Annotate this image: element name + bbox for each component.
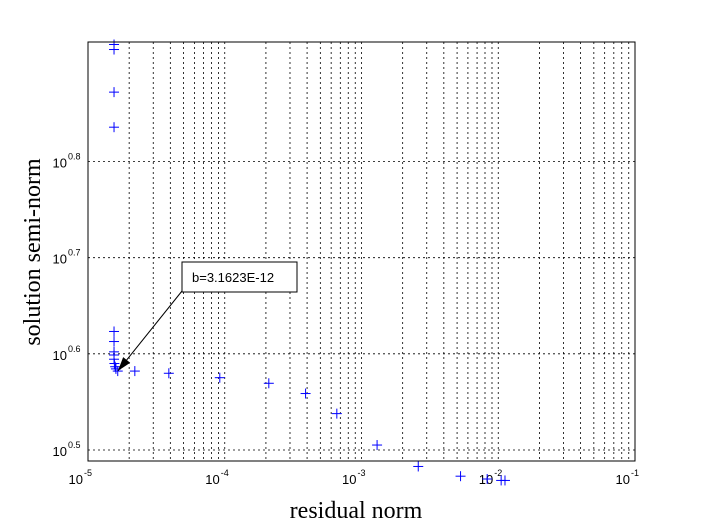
data-point [110,361,121,372]
data-point [109,326,120,337]
y-tick-base: 10 [53,252,67,267]
x-tick-base: 10 [342,472,356,487]
data-point [109,336,120,347]
plot-area [88,42,635,461]
x-tick-base: 10 [205,472,219,487]
annotation: b=3.1623E-12 [117,261,298,372]
y-tick-exponent: 0.6 [68,344,81,354]
y-tick-exponent: 0.7 [68,248,81,258]
x-tick-label: 10 -2 [479,468,502,487]
annotation-arrow-line [117,290,183,372]
y-axis-title: solution semi-norm [20,158,46,346]
x-tick-exponent: -2 [494,468,502,478]
data-point [331,408,342,419]
y-tick-label: 10 0.8 [53,152,81,171]
x-tick-label: 10 -1 [616,468,639,487]
data-point [499,475,510,486]
grid [88,42,635,461]
y-tick-base: 10 [53,156,67,171]
x-tick-exponent: -1 [631,468,639,478]
data-point [109,44,120,55]
data-point [214,372,225,383]
data-point [263,378,274,389]
data-point [455,471,466,482]
y-tick-label: 10 0.5 [53,440,81,459]
y-tick-exponent: 0.5 [68,440,81,450]
y-tick-exponent: 0.8 [68,152,81,162]
x-axis-title: residual norm [290,498,423,524]
data-point [300,388,311,399]
annotation-box [181,261,298,293]
data-point [129,366,140,377]
annotation-arrow-head [117,357,131,371]
x-tick-labels: 10 -5 10 -4 10 -3 10 -2 10 -1 [69,468,639,487]
x-tick-label: 10 -4 [205,468,228,487]
y-tick-base: 10 [53,444,67,459]
data-point [482,474,493,485]
data-point [112,366,123,377]
data-point [413,461,424,472]
x-tick-base: 10 [69,472,83,487]
data-points [109,39,510,486]
data-point [372,440,383,451]
data-point [109,87,120,98]
data-point [109,122,120,133]
plot-frame [87,41,636,462]
x-tick-base: 10 [616,472,630,487]
x-tick-exponent: -4 [221,468,229,478]
y-tick-label: 10 0.6 [53,344,81,363]
y-tick-label: 10 0.7 [53,248,81,267]
annotation-text: b=3.1623E-12 [192,270,274,285]
y-tick-labels: 10 0.510 0.610 0.710 0.8 [53,152,81,459]
y-tick-base: 10 [53,348,67,363]
x-tick-label: 10 -3 [342,468,365,487]
data-point [163,368,174,379]
x-tick-exponent: -5 [84,468,92,478]
x-tick-exponent: -3 [358,468,366,478]
x-tick-label: 10 -5 [69,468,92,487]
